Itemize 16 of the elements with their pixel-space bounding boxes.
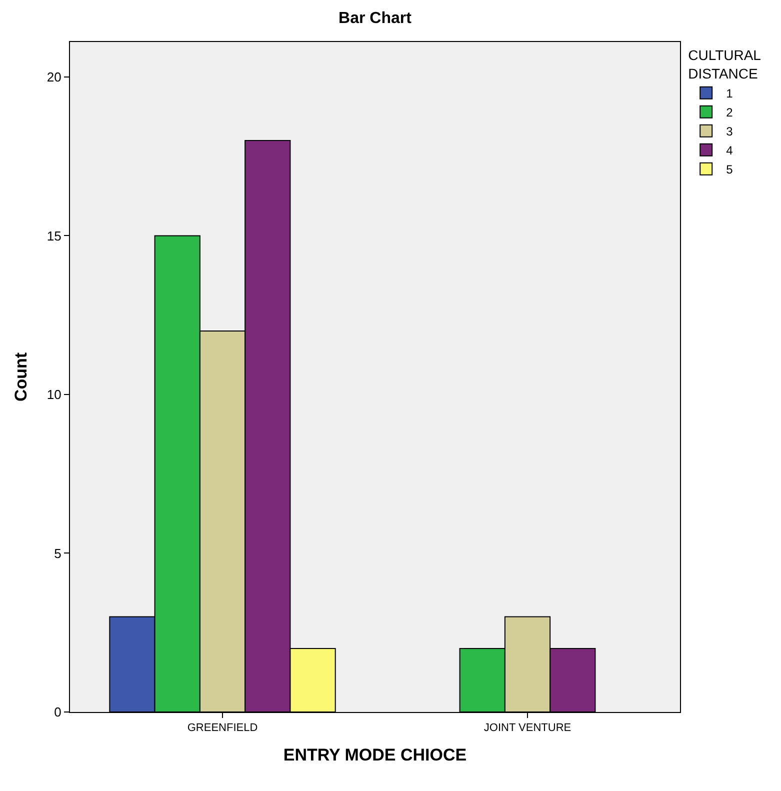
y-axis-title: Count xyxy=(11,352,30,402)
x-tick-label: JOINT VENTURE xyxy=(484,722,572,734)
legend-label: 3 xyxy=(726,124,734,139)
legend-label: 5 xyxy=(726,162,734,177)
y-tick-label: 0 xyxy=(54,704,62,720)
x-axis-title: ENTRY MODE CHIOCE xyxy=(283,746,467,765)
legend-label: 2 xyxy=(726,106,734,120)
y-tick-label: 20 xyxy=(46,69,62,84)
chart-title: Bar Chart xyxy=(338,10,412,28)
legend-label: 4 xyxy=(726,144,734,158)
y-tick-label: 5 xyxy=(54,546,62,561)
legend-label: 1 xyxy=(726,86,734,101)
x-tick-label: GREENFIELD xyxy=(187,722,258,734)
y-tick-label: 15 xyxy=(46,228,62,244)
legend-title: CULTURAL DISTANCE xyxy=(688,47,762,82)
y-tick-label: 10 xyxy=(46,387,62,402)
